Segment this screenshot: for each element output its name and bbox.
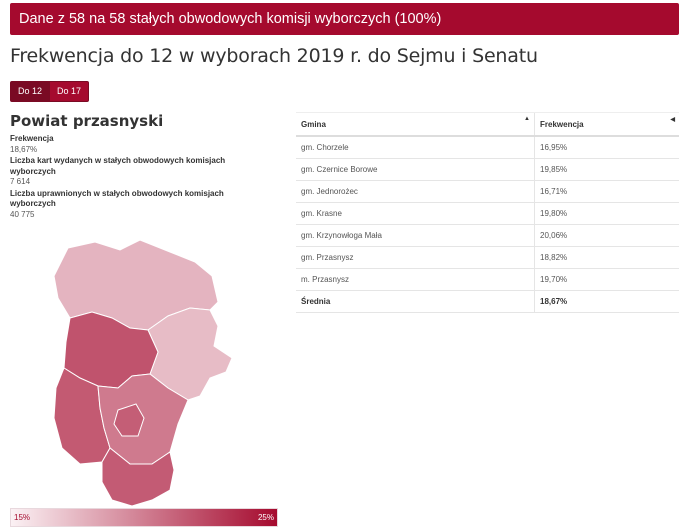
region-stats: Frekwencja 18,67% Liczba kart wydanych w…	[10, 134, 260, 221]
table-row[interactable]: gm. Czernice Borowe 19,85%	[296, 158, 679, 181]
cell-turnout: 19,80%	[534, 202, 679, 225]
table-row[interactable]: gm. Chorzele 16,95%	[296, 135, 679, 159]
table-row[interactable]: gm. Krasne 19,80%	[296, 202, 679, 225]
scale-max-label: 25%	[257, 513, 274, 522]
table-row[interactable]: gm. Krzynowłoga Mała 20,06%	[296, 224, 679, 247]
column-header-frekwencja[interactable]: Frekwencja ◀	[534, 112, 679, 137]
table-row-average: Średnia 18,67%	[296, 290, 679, 313]
sort-up-icon[interactable]: ▲	[524, 116, 530, 122]
page-title: Frekwencja do 12 w wyborach 2019 r. do S…	[10, 45, 538, 67]
region-map	[53, 239, 233, 507]
cell-turnout: 16,95%	[534, 135, 679, 159]
table-row[interactable]: gm. Przasnysz 18,82%	[296, 246, 679, 269]
stat-label-ballots: Liczba kart wydanych w stałych obwodowyc…	[10, 156, 226, 176]
stat-label-eligible: Liczba uprawnionych w stałych obwodowych…	[10, 188, 224, 209]
column-header-gmina-label: Gmina	[301, 119, 326, 129]
cell-gmina: m. Przasnysz	[296, 268, 535, 291]
cell-gmina: gm. Krasne	[296, 202, 535, 225]
status-banner: Dane z 58 na 58 stałych obwodowych komis…	[10, 3, 679, 35]
map-region-krasne[interactable]	[101, 447, 175, 507]
stat-value-turnout: 18,67%	[10, 144, 38, 154]
map-region-przasnysz-miasto[interactable]	[113, 403, 145, 437]
cell-turnout: 19,70%	[534, 268, 679, 291]
scale-min-label: 15%	[14, 513, 31, 522]
stat-value-ballots: 7 614	[10, 177, 31, 186]
cell-gmina: gm. Jednorożec	[296, 180, 535, 203]
cell-gmina: gm. Czernice Borowe	[296, 158, 535, 181]
sort-left-icon[interactable]: ◀	[670, 117, 675, 123]
cell-turnout: 20,06%	[534, 224, 679, 247]
cell-average-label: Średnia	[296, 290, 535, 313]
time-toggle: Do 12 Do 17	[10, 81, 90, 102]
cell-average-value: 18,67%	[534, 290, 679, 313]
table-row[interactable]: gm. Jednorożec 16,71%	[296, 180, 679, 203]
cell-gmina: gm. Chorzele	[296, 135, 535, 159]
cell-turnout: 18,82%	[534, 246, 679, 269]
cell-turnout: 16,71%	[534, 180, 679, 203]
stat-label-turnout: Frekwencja	[10, 134, 54, 143]
table-header-row: Gmina ▲ Frekwencja ◀	[296, 112, 679, 137]
column-header-frekwencja-label: Frekwencja	[540, 119, 584, 129]
column-header-gmina[interactable]: Gmina ▲	[296, 112, 535, 137]
color-scale-legend: 15% 25%	[10, 508, 278, 527]
cell-gmina: gm. Krzynowłoga Mała	[296, 224, 535, 247]
toggle-do-12-button[interactable]: Do 12	[10, 81, 51, 102]
stat-value-eligible: 40 775	[10, 209, 35, 219]
cell-turnout: 19,85%	[534, 158, 679, 181]
table-row[interactable]: m. Przasnysz 19,70%	[296, 268, 679, 291]
cell-gmina: gm. Przasnysz	[296, 246, 535, 269]
toggle-do-17-button[interactable]: Do 17	[50, 81, 90, 102]
region-title: Powiat przasnyski	[10, 112, 164, 130]
turnout-table: Gmina ▲ Frekwencja ◀ gm. Chorzele 16,95%…	[296, 112, 679, 313]
